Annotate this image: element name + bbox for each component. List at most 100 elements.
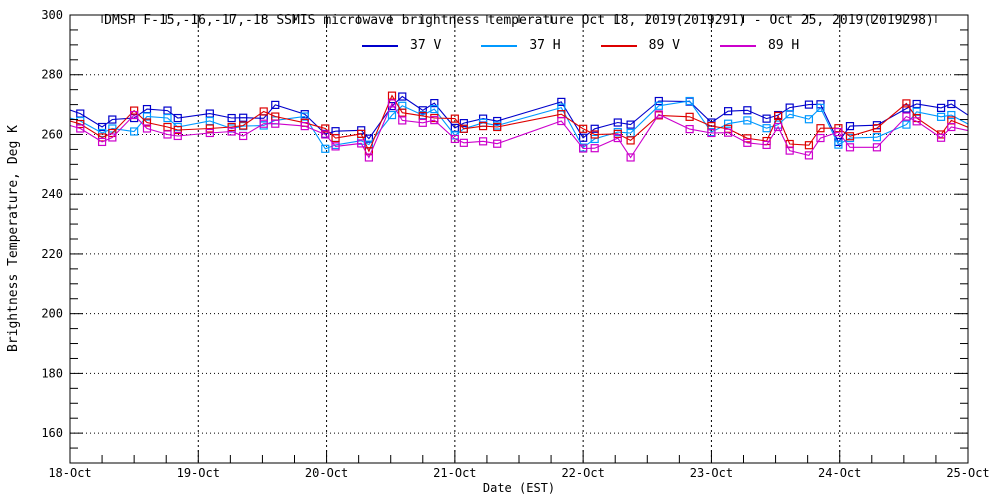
marker-37v <box>912 99 921 109</box>
y-axis-title: Brightness Temperature, Deg K <box>6 125 21 353</box>
marker-89h <box>845 143 855 152</box>
marker-37h <box>590 134 599 144</box>
marker-89v <box>387 91 397 100</box>
legend-label-37v: 37 V <box>410 38 442 53</box>
marker-37h <box>321 144 330 153</box>
y-tick-label: 200 <box>41 307 63 321</box>
marker-37v <box>762 114 771 123</box>
marker-37h <box>300 112 309 121</box>
marker-89h <box>762 140 771 150</box>
marker-37h <box>97 128 107 138</box>
marker-89h <box>936 133 946 142</box>
marker-89h <box>227 127 236 136</box>
legend-item-89h: 89 H <box>719 38 800 53</box>
marker-37v <box>654 96 663 106</box>
marker-37v <box>493 116 502 126</box>
marker-89h <box>398 116 407 125</box>
marker-37v <box>947 99 956 109</box>
marker-37v <box>557 97 566 107</box>
legend: 37 V 37 H 89 V 89 H <box>362 39 799 53</box>
marker-37v <box>271 100 280 109</box>
marker-89v <box>902 99 911 108</box>
marker-89h <box>387 99 397 108</box>
y-tick-label: 300 <box>41 8 63 22</box>
marker-89h <box>493 139 502 148</box>
marker-89v <box>398 108 407 117</box>
marker-37h <box>685 96 694 106</box>
y-tick-label: 220 <box>41 247 63 261</box>
marker-37h <box>834 140 843 149</box>
marker-89h <box>947 122 956 132</box>
y-tick-label: 180 <box>41 366 63 380</box>
marker-89v <box>743 134 752 143</box>
marker-89v <box>774 111 783 121</box>
marker-89h <box>130 110 139 120</box>
x-tick-label: 25-Oct <box>946 466 989 480</box>
marker-37h <box>743 116 752 125</box>
marker-37v <box>430 99 439 108</box>
marker-89v <box>97 133 107 142</box>
marker-37v <box>590 124 599 133</box>
marker-89v <box>227 122 236 132</box>
marker-89h <box>357 139 366 148</box>
marker-37v <box>579 133 588 142</box>
marker-37v <box>936 103 946 112</box>
marker-89h <box>613 133 622 143</box>
marker-37h <box>430 104 439 114</box>
marker-89v <box>579 124 588 133</box>
x-axis-title: Date (EST) <box>482 481 556 495</box>
marker-37h <box>163 113 172 123</box>
marker-89h <box>912 117 921 126</box>
y-tick-label: 260 <box>41 127 63 141</box>
y-tick-label: 160 <box>41 426 63 440</box>
marker-89h <box>259 119 268 128</box>
marker-89v <box>108 128 117 138</box>
marker-37h <box>785 110 794 119</box>
marker-37v <box>239 113 248 122</box>
marker-89h <box>654 110 663 119</box>
x-tick-label: 22-Oct <box>561 466 604 480</box>
marker-89v <box>142 118 152 127</box>
legend-item-37v: 37 V <box>362 39 441 53</box>
marker-89h <box>173 131 182 141</box>
marker-89v <box>459 124 468 133</box>
marker-37v <box>418 106 427 115</box>
marker-37v <box>613 118 622 127</box>
marker-89v <box>845 132 855 141</box>
marker-89h <box>239 131 248 141</box>
marker-37h <box>804 115 814 124</box>
marker-89h <box>902 112 911 121</box>
x-tick-label: 21-Oct <box>433 466 476 480</box>
marker-37v <box>459 119 468 128</box>
marker-89h <box>724 128 733 137</box>
marker-89h <box>590 144 599 153</box>
marker-37v <box>227 113 236 123</box>
marker-89h <box>364 153 374 162</box>
marker-89h <box>321 130 330 139</box>
x-tick-label: 24-Oct <box>818 466 861 480</box>
marker-89h <box>459 138 468 147</box>
legend-line-89v-icon <box>600 45 637 47</box>
marker-89h <box>300 122 309 131</box>
marker-37h <box>912 107 921 116</box>
marker-89v <box>321 124 330 133</box>
marker-89v <box>239 121 248 130</box>
marker-37h <box>816 103 825 112</box>
marker-89h <box>76 124 85 133</box>
marker-89h <box>418 118 427 127</box>
marker-37h <box>947 110 956 120</box>
series-line-89h <box>69 102 969 159</box>
legend-line-37h-icon <box>481 45 518 47</box>
marker-89h <box>557 116 566 126</box>
marker-89v <box>478 122 488 131</box>
legend-label-89v: 89 V <box>648 38 680 53</box>
marker-89h <box>142 124 152 133</box>
marker-89v <box>685 112 694 121</box>
marker-89v <box>76 119 85 129</box>
legend-label-89h: 89 H <box>767 38 800 53</box>
marker-89h <box>331 142 340 151</box>
marker-37v <box>626 120 635 129</box>
chart-title: DMSP F-15,-16,-17,-18 SSMIS microwave br… <box>104 13 934 28</box>
marker-89v <box>450 114 459 123</box>
